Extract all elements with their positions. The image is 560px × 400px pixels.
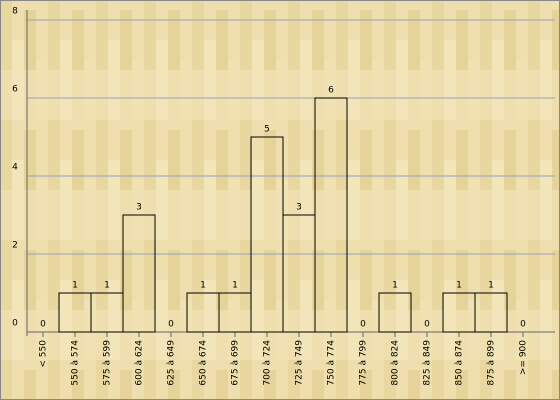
x-tick-label: 600 à 624 — [135, 340, 145, 386]
value-label: 0 — [40, 320, 46, 330]
value-label: 1 — [392, 281, 398, 291]
value-label: 3 — [296, 203, 302, 213]
x-tick-label: 550 à 574 — [71, 340, 81, 386]
x-tick-label: 575 à 599 — [103, 340, 113, 386]
bar — [378, 292, 412, 333]
value-label: 6 — [328, 86, 334, 96]
x-tick-label: 700 à 724 — [263, 340, 273, 386]
value-label: 0 — [424, 320, 430, 330]
bar — [474, 292, 508, 333]
value-label: 1 — [232, 281, 238, 291]
value-label: 1 — [456, 281, 462, 291]
x-tick-label: 725 à 749 — [295, 340, 305, 386]
value-label: 1 — [104, 281, 110, 291]
value-label: 0 — [360, 320, 366, 330]
x-tick-label: 775 à 799 — [359, 340, 369, 386]
value-label: 1 — [72, 281, 78, 291]
value-label: 0 — [168, 320, 174, 330]
value-label: 1 — [488, 281, 494, 291]
x-tick-label: 625 à 649 — [167, 340, 177, 386]
x-tick-label: 850 à 874 — [455, 340, 465, 386]
y-tick-label: 0 — [12, 319, 18, 329]
bar — [314, 97, 348, 333]
value-label: 1 — [200, 281, 206, 291]
y-tick-label: 8 — [12, 7, 18, 17]
x-tick-label: 825 à 849 — [423, 340, 433, 386]
x-tick-label: >= 900 — [519, 340, 529, 375]
value-label: 5 — [264, 125, 270, 135]
y-tick-label: 2 — [12, 241, 18, 251]
x-tick-label: < 550 — [39, 340, 49, 368]
x-tick-label: 650 à 674 — [199, 340, 209, 386]
x-tick-label: 750 à 774 — [327, 340, 337, 386]
x-tick-label: 675 à 699 — [231, 340, 241, 386]
x-tick-label: 800 à 824 — [391, 340, 401, 386]
value-label: 3 — [136, 203, 142, 213]
value-label: 0 — [520, 320, 526, 330]
y-tick-label: 6 — [12, 85, 18, 95]
bar — [122, 214, 156, 333]
y-tick-label: 4 — [12, 163, 18, 173]
x-tick-label: 875 à 899 — [487, 340, 497, 386]
